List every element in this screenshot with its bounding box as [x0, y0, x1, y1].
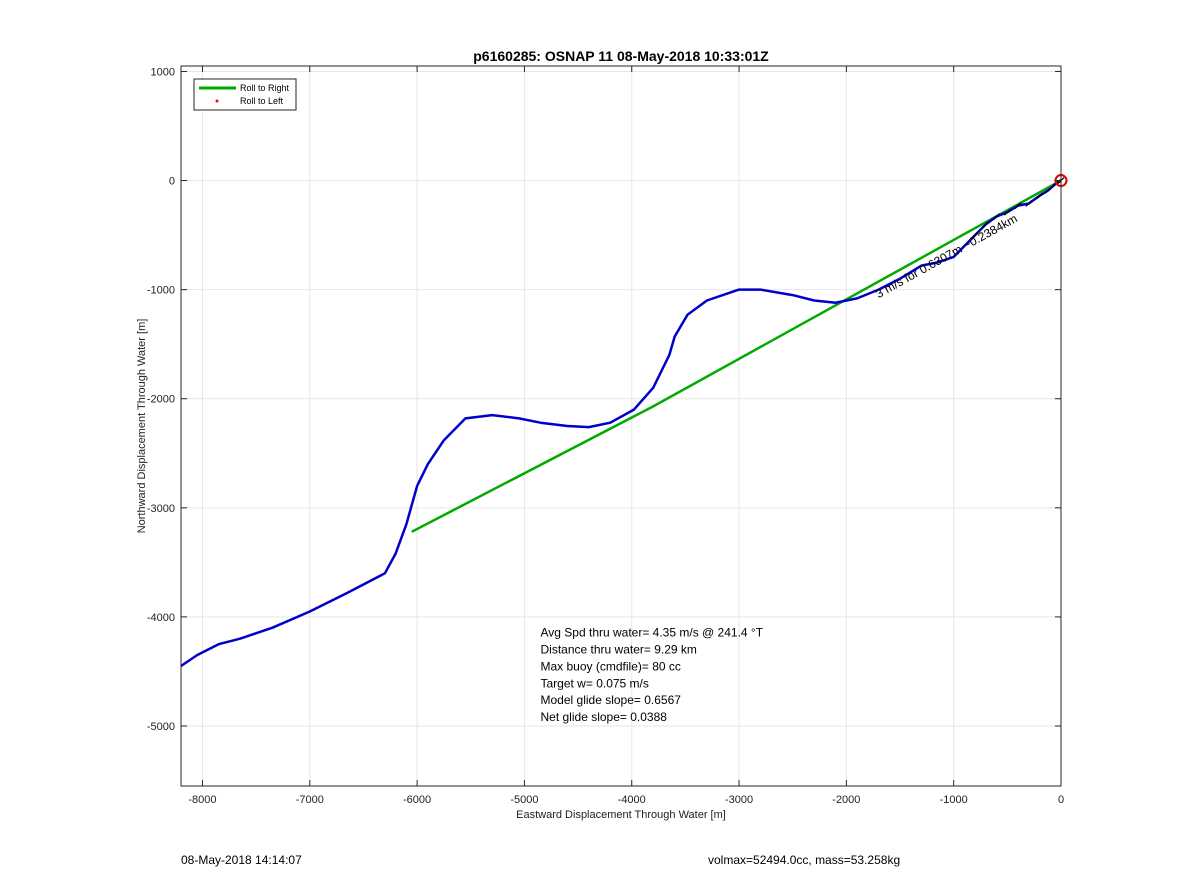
y-tick-label: -4000: [147, 612, 175, 624]
legend: Roll to Right Roll to Left: [193, 78, 297, 111]
path-point-mark: [982, 220, 990, 228]
legend-box: [193, 78, 297, 111]
legend-swatch-roll-left: [215, 99, 219, 103]
stats-annotation: Target w= 0.075 m/s: [541, 676, 649, 690]
stats-annotation: Max buoy (cmdfile)= 80 cc: [541, 659, 681, 673]
plot-area: [181, 66, 1061, 786]
legend-label-roll-right: Roll to Right: [240, 83, 290, 93]
y-tick-label: -1000: [147, 285, 175, 297]
path-point-mark: [1014, 202, 1022, 210]
stats-annotation: Distance thru water= 9.29 km: [541, 642, 697, 656]
x-tick-label: -5000: [510, 794, 538, 806]
x-tick-label: -4000: [618, 794, 646, 806]
x-tick-label: 0: [1058, 794, 1064, 806]
y-tick-label: 1000: [151, 66, 175, 78]
x-tick-label: -2000: [832, 794, 860, 806]
y-axis-label: Northward Displacement Through Water [m]: [136, 319, 148, 534]
path-point-mark: [1025, 200, 1033, 207]
y-tick-label: -3000: [147, 503, 175, 515]
legend-label-roll-left: Roll to Left: [240, 96, 284, 106]
stats-annotation: Net glide slope= 0.0388: [541, 710, 668, 724]
path-point-mark: [1003, 208, 1011, 216]
x-tick-label: -6000: [403, 794, 431, 806]
x-tick-label: -8000: [188, 794, 216, 806]
x-tick-label: -3000: [725, 794, 753, 806]
path-point-mark: [1036, 192, 1043, 200]
y-tick-label: -2000: [147, 394, 175, 406]
series-layer: [180, 174, 1068, 668]
x-axis-label: Eastward Displacement Through Water [m]: [516, 809, 726, 821]
ticks: -8000 -7000 -6000 -5000 -4000 -3000 -2000 -1000…: [147, 66, 1064, 806]
footer-timestamp: 08-May-2018 14:14:07: [181, 853, 302, 867]
series-net-track-line: [411, 179, 1062, 533]
stats-annotation: Avg Spd thru water= 4.35 m/s @ 241.4 °T: [541, 626, 764, 640]
plot-frame: [180, 65, 1062, 787]
path-point-mark: [971, 231, 979, 239]
y-tick-label: -5000: [147, 721, 175, 733]
path-point-mark: [993, 213, 1001, 220]
chart-title: p6160285: OSNAP 11 08-May-2018 10:33:01Z: [473, 48, 769, 64]
x-tick-label: -7000: [296, 794, 324, 806]
footer-volmax-mass: volmax=52494.0cc, mass=53.258kg: [708, 853, 901, 867]
x-tick-label: -1000: [940, 794, 968, 806]
y-tick-label: 0: [169, 176, 175, 188]
path-point-mark: [1044, 186, 1052, 194]
stats-annotation: Model glide slope= 0.6567: [541, 693, 682, 707]
